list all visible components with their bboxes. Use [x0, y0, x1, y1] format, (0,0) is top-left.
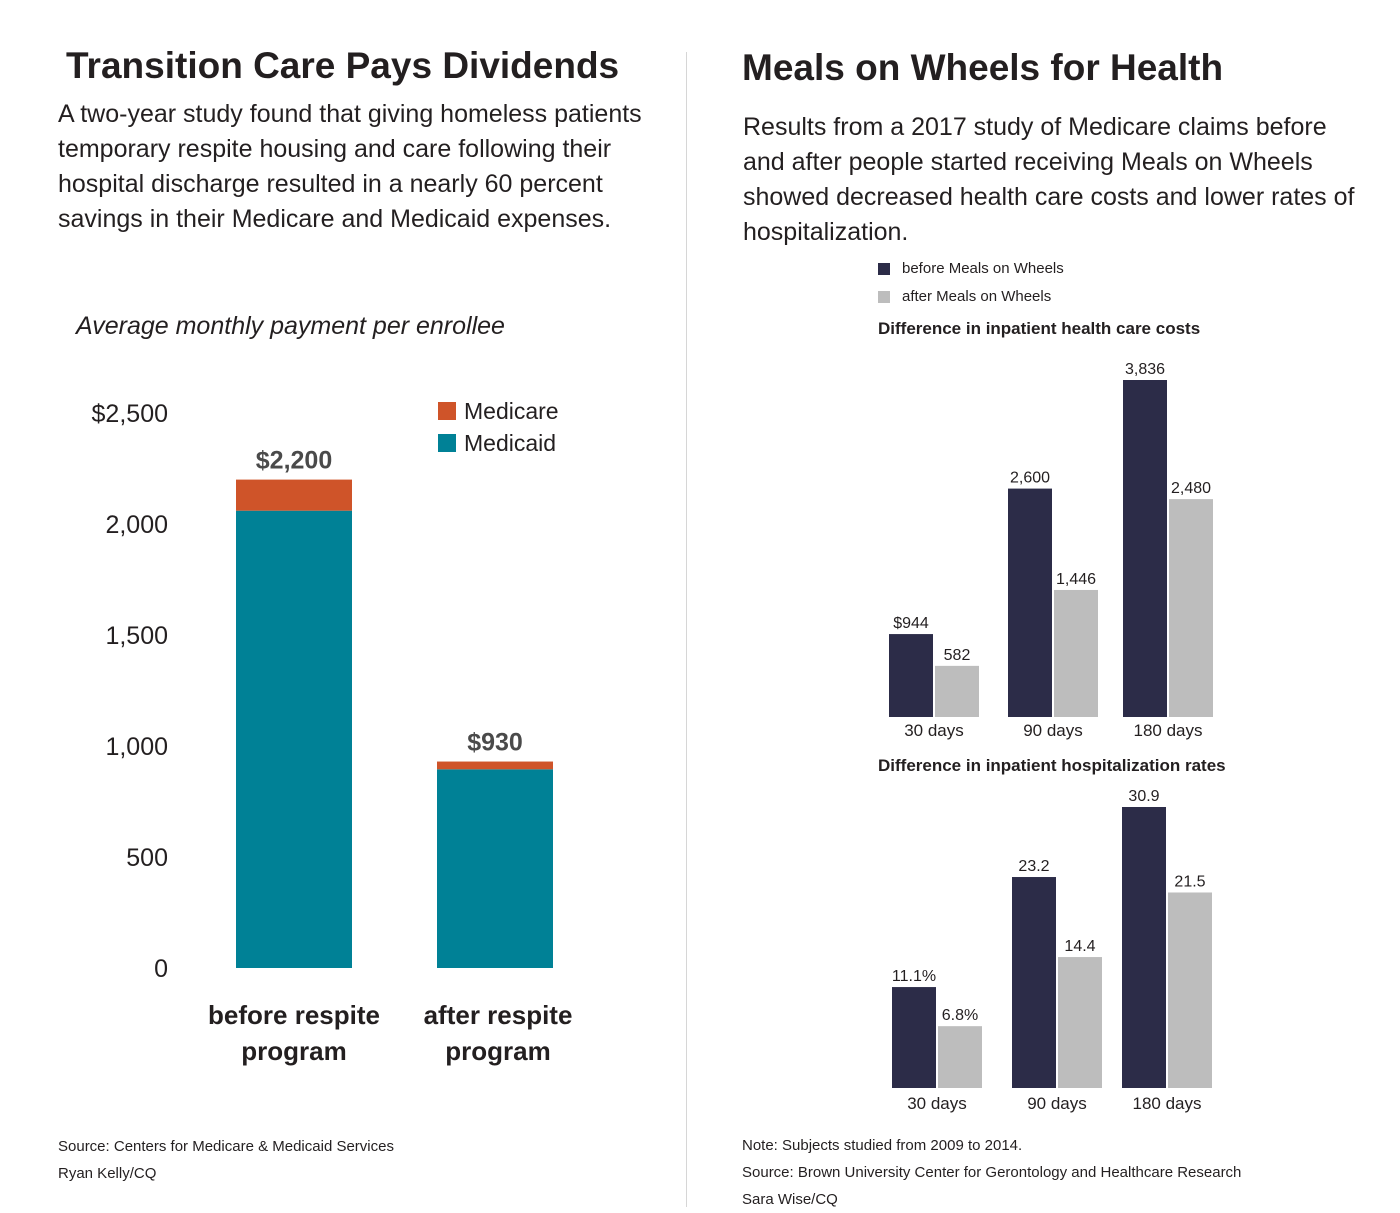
bar-segment-medicare [236, 479, 352, 511]
bar-before [1008, 488, 1052, 717]
left-footer: Source: Centers for Medicare & Medicaid … [58, 1133, 394, 1187]
legend-swatch-medicare [438, 402, 456, 420]
costs-bar-chart: $944 582 30 days 2,600 1,446 90 days 3,836 2,48… [889, 361, 1213, 740]
bar-value-label: 23.2 [1018, 858, 1049, 875]
right-note: Note: Subjects studied from 2009 to 2014… [742, 1137, 1023, 1154]
bar-before [889, 634, 933, 717]
bar-total-label: $930 [467, 729, 523, 757]
y-tick-label: 1,000 [105, 733, 168, 761]
bar-before [892, 987, 936, 1088]
rates-bar-chart: 11.1% 6.8% 30 days 23.2 14.4 90 days 30.9 21.5 1… [892, 788, 1212, 1113]
legend-item-medicare: Medicare [438, 395, 559, 427]
left-intro: A two-year study found that giving homel… [58, 100, 642, 233]
legend-label-before: before Meals on Wheels [902, 260, 1064, 277]
legend-label-medicaid: Medicaid [464, 430, 557, 456]
bar-segment-medicaid [437, 769, 553, 968]
costs-chart-title: Difference in inpatient health care cost… [878, 319, 1201, 338]
x-category-label: 30 days [907, 1094, 967, 1113]
bar-value-label: 14.4 [1064, 938, 1095, 955]
bar-after [935, 665, 979, 717]
bar-before [1123, 380, 1167, 717]
left-credit: Ryan Kelly/CQ [58, 1165, 157, 1182]
y-tick-label: 500 [126, 844, 168, 872]
bar-total-label: $2,200 [256, 447, 332, 475]
bar-value-label: $944 [893, 615, 929, 632]
x-category-label: program [445, 1036, 550, 1066]
bar-segment-medicare [437, 761, 553, 770]
bar-value-label: 6.8% [942, 1007, 978, 1024]
legend-item-after: after Meals on Wheels [878, 283, 1064, 311]
x-category-label: 180 days [1133, 1094, 1202, 1113]
right-intro: Results from a 2017 study of Medicare cl… [743, 113, 1355, 246]
legend-label-medicare: Medicare [464, 398, 559, 424]
bar-after [938, 1026, 982, 1088]
rates-chart-title: Difference in inpatient hospitalization … [878, 756, 1226, 775]
x-category-label: program [241, 1036, 346, 1066]
right-legend: before Meals on Wheels after Meals on Wh… [878, 255, 1064, 311]
x-category-label: 90 days [1027, 1094, 1087, 1113]
left-title: Transition Care Pays Dividends [66, 45, 620, 86]
bar-value-label: 21.5 [1174, 873, 1205, 890]
left-legend: Medicare Medicaid [438, 395, 559, 459]
x-category-label: 90 days [1023, 721, 1083, 740]
x-category-label: after respite [424, 1000, 573, 1030]
bar-before [1012, 877, 1056, 1088]
bar-after [1058, 957, 1102, 1088]
y-tick-label: 0 [154, 955, 168, 983]
stacked-bar-chart: 0 500 1,000 1,500 2,000 $2,500 $2,200 before re… [92, 400, 573, 1066]
y-tick-label: 2,000 [105, 511, 168, 539]
bar-after [1168, 892, 1212, 1088]
legend-item-before: before Meals on Wheels [878, 255, 1064, 283]
left-source: Source: Centers for Medicare & Medicaid … [58, 1138, 394, 1155]
bar-value-label: 3,836 [1125, 361, 1165, 378]
right-title: Meals on Wheels for Health [742, 47, 1224, 88]
bar-value-label: 30.9 [1128, 788, 1159, 805]
legend-swatch-medicaid [438, 434, 456, 452]
right-footer: Note: Subjects studied from 2009 to 2014… [742, 1132, 1241, 1213]
bar-value-label: 2,480 [1171, 480, 1211, 497]
bar-segment-medicaid [236, 510, 352, 968]
legend-swatch-after [878, 291, 890, 303]
legend-label-after: after Meals on Wheels [902, 288, 1052, 305]
y-tick-label: 1,500 [105, 622, 168, 650]
bar-value-label: 582 [944, 647, 971, 664]
bar-after [1169, 499, 1213, 717]
bar-after [1054, 589, 1098, 717]
legend-swatch-before [878, 263, 890, 275]
legend-item-medicaid: Medicaid [438, 427, 559, 459]
bar-value-label: 2,600 [1010, 470, 1050, 487]
right-source: Source: Brown University Center for Gero… [742, 1164, 1242, 1181]
bar-value-label: 11.1% [892, 968, 936, 985]
x-category-label: 30 days [904, 721, 964, 740]
right-credit: Sara Wise/CQ [742, 1191, 838, 1208]
bar-value-label: 1,446 [1056, 571, 1096, 588]
panel-divider [686, 52, 687, 1207]
x-category-label: 180 days [1134, 721, 1203, 740]
y-tick-label: $2,500 [92, 400, 168, 428]
left-subtitle: Average monthly payment per enrollee [76, 312, 505, 340]
x-category-label: before respite [208, 1000, 380, 1030]
bar-before [1122, 807, 1166, 1088]
